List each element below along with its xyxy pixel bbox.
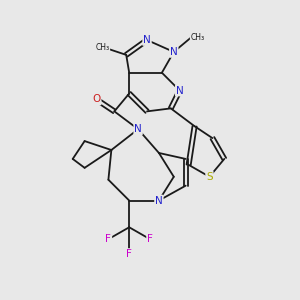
Text: O: O xyxy=(92,94,101,104)
Text: N: N xyxy=(155,196,163,206)
Text: N: N xyxy=(176,85,184,96)
Text: CH₃: CH₃ xyxy=(95,43,110,52)
Text: F: F xyxy=(106,234,111,244)
Text: F: F xyxy=(126,249,132,259)
Text: N: N xyxy=(143,35,151,45)
Text: CH₃: CH₃ xyxy=(190,33,205,42)
Text: F: F xyxy=(147,234,153,244)
Text: N: N xyxy=(134,124,142,134)
Text: N: N xyxy=(170,47,178,57)
Text: S: S xyxy=(206,172,213,182)
